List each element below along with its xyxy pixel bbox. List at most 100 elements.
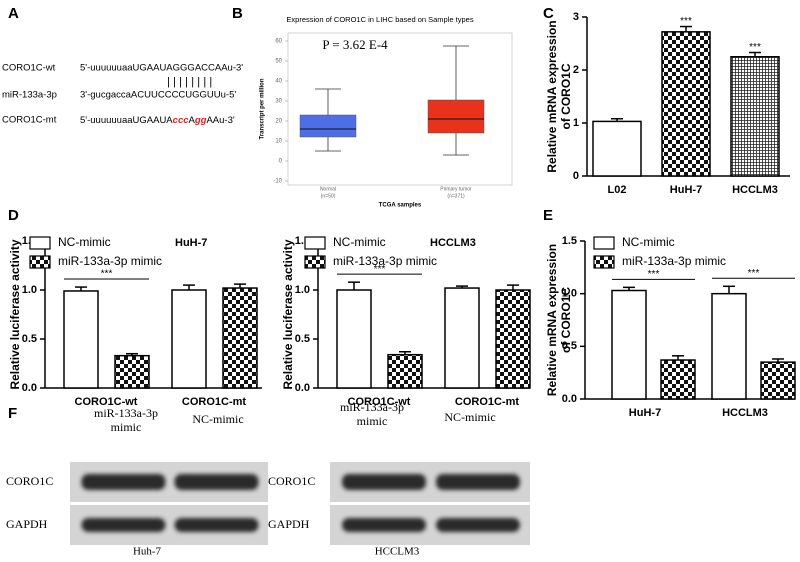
bar [611, 289, 647, 400]
legend-label: NC-mimic [58, 235, 111, 249]
y-tick-label: 0.0 [295, 382, 310, 394]
legend-label: miR-133a-3p mimic [333, 254, 437, 268]
sequence-segment: ccc [173, 115, 190, 126]
y-tick-label: -10 [273, 179, 282, 185]
x-tick-label: HCCLM3 [732, 184, 778, 196]
significance-label: *** [101, 269, 113, 280]
blot-cell-line: Huh-7 [133, 546, 162, 558]
y-tick-label: 40 [275, 79, 282, 85]
y-tick-label: 1.0 [22, 284, 37, 296]
plot-frame [287, 32, 513, 186]
legend-label: NC-mimic [333, 235, 386, 249]
y-tick-label: 20 [275, 119, 282, 125]
y-tick-label: 50 [275, 59, 282, 65]
x-tick-label: CORO1C-wt [75, 396, 138, 408]
x-tick-label: HuH-7 [670, 184, 702, 196]
bar [63, 290, 99, 389]
legend-swatch [593, 255, 615, 269]
y-axis-label: Transcript per million [260, 78, 266, 139]
bar [444, 287, 480, 389]
bar [495, 289, 531, 389]
blot-band [342, 474, 426, 490]
y-tick-label: 1.0 [562, 288, 577, 300]
x-tick-label: L02 [608, 184, 627, 196]
y-axis-label: Relative luciferase activity [281, 239, 295, 389]
significance-label: *** [680, 16, 692, 27]
bar [336, 289, 372, 389]
box [427, 99, 485, 134]
legend-label: miR-133a-3p mimic [58, 254, 162, 268]
blot-row-label: CORO1C [268, 474, 315, 488]
blot-band [174, 474, 259, 490]
chart-subtitle: HuH-7 [175, 237, 207, 249]
sequence-name: miR-133a-3p [2, 90, 57, 101]
significance-label: *** [748, 268, 760, 279]
bar [661, 31, 711, 177]
sequence-segment: gg [194, 115, 207, 126]
panel-label: C [543, 5, 554, 22]
bar [171, 289, 207, 389]
y-tick-label: 2 [573, 64, 579, 76]
sequence-name: CORO1C-wt [2, 63, 56, 74]
panel-label: B [232, 5, 243, 22]
bar [222, 287, 258, 389]
sequence-name: CORO1C-mt [2, 115, 57, 126]
y-axis-label: Relative mRNA expression [545, 244, 559, 396]
x-axis-label: TCGA samples [379, 203, 422, 209]
significance-label: *** [374, 264, 386, 275]
x-tick-note: (n=371) [447, 193, 465, 199]
blot-row-label: GAPDH [6, 517, 48, 531]
y-tick-label: 60 [275, 39, 282, 45]
y-tick-label: 1.5 [562, 235, 577, 247]
legend-swatch [29, 236, 51, 250]
y-axis-label: Relative mRNA expression [545, 20, 559, 172]
significance-label: *** [749, 42, 761, 53]
legend-label: NC-mimic [622, 235, 675, 249]
x-tick-label: CORO1C-mt [455, 396, 520, 408]
box [299, 114, 357, 138]
base-pairing: |||||||| [167, 76, 215, 88]
y-tick-label: 0.0 [22, 382, 37, 394]
sequence: 5'-uuuuuuaaUGAAUAcccAggAAu-3' [80, 115, 235, 126]
legend-swatch [304, 236, 326, 250]
y-tick-label: 0.5 [562, 340, 577, 352]
blot-band [81, 474, 166, 490]
blot-lane-label: miR-133a-3p [94, 406, 158, 420]
legend-swatch [304, 255, 326, 269]
sequence-segment: A [189, 115, 196, 126]
y-tick-label: 10 [275, 139, 282, 145]
y-tick-label: 0 [573, 170, 579, 182]
legend-swatch [29, 255, 51, 269]
blot-lane-label: miR-133a-3p [340, 400, 404, 414]
blot-band [436, 474, 520, 490]
x-tick-label: CORO1C-wt [348, 396, 411, 408]
y-tick-label: 0.0 [562, 393, 577, 405]
sequence-segment: AAu-3' [206, 115, 234, 126]
y-tick-label: 1.0 [295, 284, 310, 296]
panel-label: A [8, 5, 19, 22]
x-tick-label: Primary tumor [440, 186, 472, 192]
panel-label: D [8, 207, 19, 224]
x-tick-note: (n=50) [321, 193, 336, 199]
x-tick-label: HuH-7 [629, 407, 661, 419]
blot-lane-label: mimic [111, 420, 142, 434]
y-axis-label: Relative luciferase activity [8, 239, 22, 389]
y-tick-label: 0.5 [295, 333, 310, 345]
panel-label: F [8, 405, 17, 422]
legend-swatch [593, 236, 615, 250]
blot-band [342, 518, 426, 532]
y-tick-label: 30 [275, 99, 282, 105]
x-tick-label: Normal [320, 186, 336, 192]
panel-label: E [543, 207, 553, 224]
blot-row-label: CORO1C [6, 474, 53, 488]
blot-lane-label: NC-mimic [444, 410, 495, 424]
chart-subtitle: HCCLM3 [430, 237, 476, 249]
x-tick-label: HCCLM3 [722, 407, 768, 419]
y-axis-label: of CORO1C [559, 63, 573, 129]
blot-lane-label: NC-mimic [192, 412, 243, 426]
y-tick-label: 3 [573, 11, 579, 23]
blot-band [81, 518, 166, 532]
blot-band [174, 518, 259, 532]
blot-lane-label: mimic [357, 414, 388, 428]
